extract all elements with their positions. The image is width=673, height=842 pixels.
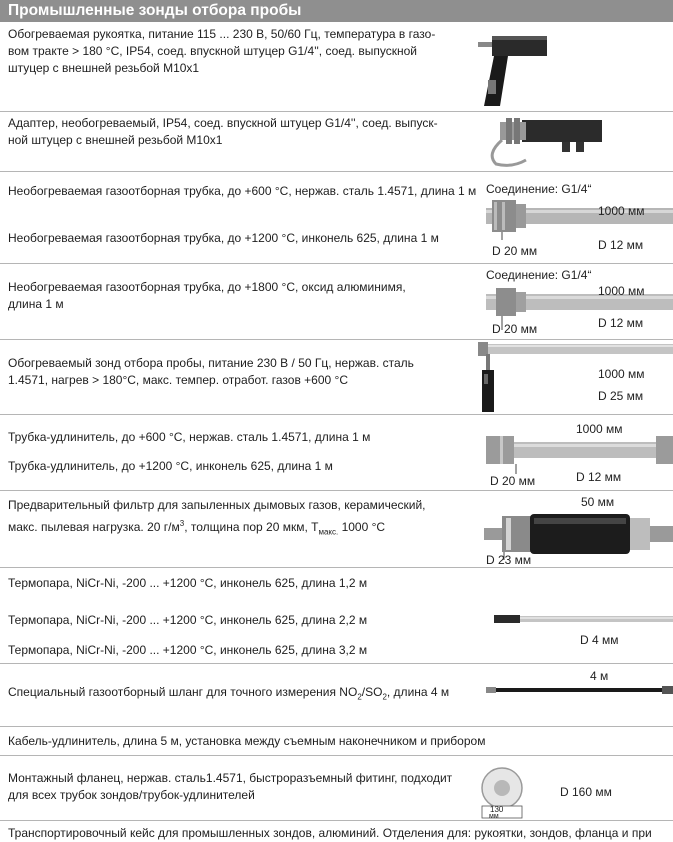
heated-handle-image bbox=[478, 36, 547, 106]
separator bbox=[0, 111, 673, 112]
separator bbox=[0, 820, 673, 821]
outer-diameter-label: D 20 мм bbox=[492, 244, 538, 258]
separator bbox=[0, 726, 673, 727]
gas-hose-image bbox=[486, 686, 673, 694]
item-extension-1200-text: Трубка-удлинитель, до +1200 °C, инконель… bbox=[8, 459, 333, 473]
flange-size-label: 130 bbox=[490, 805, 504, 814]
connection-label: Соединение: G1/4“ bbox=[486, 182, 592, 196]
diameter-label: D 4 мм bbox=[580, 633, 619, 647]
section-header: Промышленные зонды отбора пробы bbox=[0, 0, 673, 22]
item-transport-case-text: Транспортировочный кейс для промышленных… bbox=[8, 826, 652, 840]
outer-diameter-label: D 20 мм bbox=[490, 474, 536, 488]
item-heated-probe-line-2: 1.4571, нагрев > 180°C, макс. темпер. от… bbox=[8, 373, 348, 387]
item-adapter-line-1: Адаптер, необогреваемый, IP54, соед. впу… bbox=[8, 116, 438, 130]
separator bbox=[0, 414, 673, 415]
separator bbox=[0, 263, 673, 264]
item-thermocouple-3-2m-text: Термопара, NiCr-Ni, -200 ... +1200 °C, и… bbox=[8, 643, 368, 657]
prefilter-image bbox=[484, 514, 673, 560]
outer-diameter-label: D 20 мм bbox=[492, 322, 538, 336]
item-alumina-line-1: Необогреваемая газоотборная трубка, до +… bbox=[8, 280, 406, 294]
diameter-label: D 25 мм bbox=[598, 389, 644, 403]
separator bbox=[0, 567, 673, 568]
length-label: 1000 мм bbox=[598, 367, 645, 381]
inner-diameter-label: D 12 мм bbox=[576, 470, 622, 484]
item-alumina-line-2: длина 1 м bbox=[8, 297, 64, 311]
separator bbox=[0, 171, 673, 172]
item-tube-600-text: Необогреваемая газоотборная трубка, до +… bbox=[8, 184, 477, 198]
item-extension-cable-text: Кабель-удлинитель, длина 5 м, установка … bbox=[8, 734, 486, 748]
separator bbox=[0, 755, 673, 756]
section-title: Промышленные зонды отбора пробы bbox=[8, 2, 302, 19]
diameter-label: D 160 мм bbox=[560, 785, 612, 799]
item-prefilter-line-2: макс. пылевая нагрузка. 20 г/м3, толщина… bbox=[8, 519, 386, 537]
length-label: 1000 мм bbox=[576, 422, 623, 436]
item-extension-600-text: Трубка-удлинитель, до +600 °C, нержав. с… bbox=[8, 430, 371, 444]
separator bbox=[0, 663, 673, 664]
item-handle-line-2: вом тракте > 180 °C, IP54, соед. впускно… bbox=[8, 44, 417, 58]
thermocouple-image bbox=[494, 615, 673, 623]
alumina-tube-image bbox=[486, 288, 673, 330]
tube-image bbox=[486, 200, 673, 240]
length-label: 1000 мм bbox=[598, 204, 645, 218]
item-thermocouple-2-2m-text: Термопара, NiCr-Ni, -200 ... +1200 °C, и… bbox=[8, 613, 368, 627]
flange-size-unit: мм bbox=[489, 813, 499, 820]
flange-image bbox=[481, 767, 523, 819]
diameter-label: D 23 мм bbox=[486, 553, 532, 567]
heated-probe-image bbox=[478, 342, 673, 412]
inner-diameter-label: D 12 мм bbox=[598, 316, 644, 330]
inner-diameter-label: D 12 мм bbox=[598, 238, 644, 252]
item-adapter-line-2: ной штуцер с внешней резьбой M10x1 bbox=[8, 133, 223, 147]
item-handle-line-1: Обогреваемая рукоятка, питание 115 ... 2… bbox=[8, 27, 436, 41]
item-flange-line-2: для всех трубок зондов/трубок-удлинителе… bbox=[8, 788, 255, 802]
item-flange-line-1: Монтажный фланец, нержав. сталь1.4571, б… bbox=[8, 771, 453, 785]
length-label: 4 м bbox=[590, 669, 609, 683]
item-gas-hose-text: Специальный газоотборный шланг для точно… bbox=[8, 685, 450, 702]
item-handle-line-3: штуцер с внешней резьбой M10x1 bbox=[8, 61, 200, 75]
item-heated-probe-line-1: Обогреваемый зонд отбора пробы, питание … bbox=[8, 356, 414, 370]
length-label: 50 мм bbox=[581, 495, 615, 509]
separator bbox=[0, 339, 673, 340]
adapter-image bbox=[490, 118, 602, 167]
connection-label: Соединение: G1/4“ bbox=[486, 268, 592, 282]
item-thermocouple-1-2m-text: Термопара, NiCr-Ni, -200 ... +1200 °C, и… bbox=[8, 576, 368, 590]
length-label: 1000 мм bbox=[598, 284, 645, 298]
extension-tube-image bbox=[486, 436, 673, 474]
item-tube-1200-text: Необогреваемая газоотборная трубка, до +… bbox=[8, 231, 439, 245]
separator bbox=[0, 490, 673, 491]
item-prefilter-line-1: Предварительный фильтр для запыленных ды… bbox=[8, 498, 426, 512]
